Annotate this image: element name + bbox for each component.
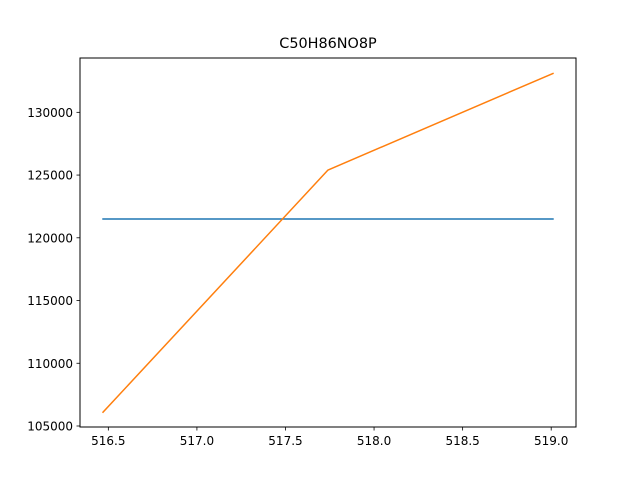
x-tick-label: 516.5 <box>91 434 125 448</box>
series-line-2 <box>101 72 554 414</box>
chart-title: C50H86NO8P <box>279 36 377 52</box>
y-axis: 105000 110000 115000 120000 125000 130000 <box>27 106 80 433</box>
plot-area-frame <box>79 57 577 428</box>
y-tick-label: 120000 <box>27 231 73 245</box>
y-tick-label: 110000 <box>27 357 73 371</box>
x-tick-label: 519.0 <box>534 434 568 448</box>
y-tick-label: 115000 <box>27 294 73 308</box>
x-axis: 516.5 517.0 517.5 518.0 518.5 519.0 <box>91 427 568 448</box>
y-tick-label: 105000 <box>27 419 73 433</box>
x-tick-label: 517.5 <box>268 434 302 448</box>
x-tick-label: 518.0 <box>357 434 391 448</box>
y-tick-label: 125000 <box>27 169 73 183</box>
y-tick-label: 130000 <box>27 106 73 120</box>
x-tick-label: 518.5 <box>445 434 479 448</box>
series-layer <box>101 72 554 414</box>
x-tick-label: 517.0 <box>180 434 214 448</box>
